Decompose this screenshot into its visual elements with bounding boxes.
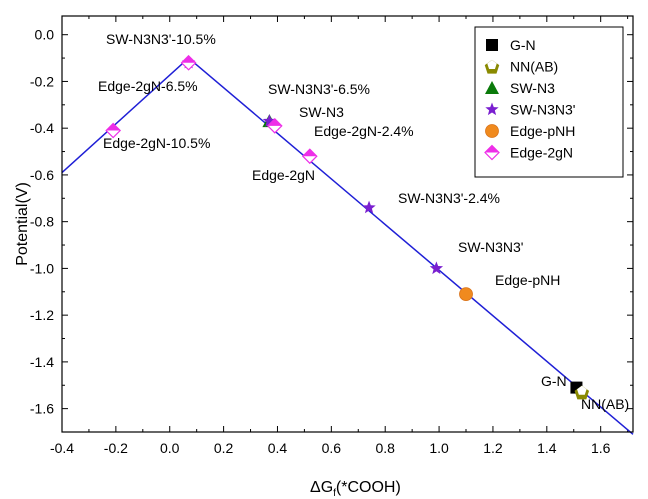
x-tick-label: 1.6 bbox=[591, 440, 611, 456]
annotation-label: G-N bbox=[541, 373, 567, 389]
data-points bbox=[105, 54, 590, 400]
x-tick-label: 0.2 bbox=[214, 440, 234, 456]
legend-label: G-N bbox=[510, 37, 536, 53]
x-axis-title-subscript: f bbox=[333, 488, 336, 499]
x-tick-label: 0.0 bbox=[160, 440, 180, 456]
x-axis-title: ΔGf(*COOH) bbox=[310, 479, 401, 499]
y-axis-title: Potential(V) bbox=[14, 182, 31, 266]
annotation-label: SW-N3N3'-6.5% bbox=[268, 81, 370, 97]
x-tick-label: 1.0 bbox=[429, 440, 449, 456]
point-sw-n3n3 bbox=[429, 261, 444, 275]
pentagon-highlight bbox=[487, 60, 497, 70]
y-tick-label: -1.0 bbox=[30, 260, 54, 276]
legend-label: Edge-pNH bbox=[510, 123, 575, 139]
point-edge-2gn bbox=[301, 148, 318, 165]
diamond-fill bbox=[485, 145, 499, 153]
legend-label: SW-N3 bbox=[510, 80, 555, 96]
x-tick-label: -0.2 bbox=[104, 440, 128, 456]
annotation-label: Edge-2gN bbox=[252, 167, 315, 183]
volcano-line bbox=[61, 57, 190, 174]
legend-label: Edge-2gN bbox=[510, 145, 573, 161]
y-tick-label: -1.4 bbox=[30, 354, 54, 370]
annotation-label: Edge-2gN-2.4% bbox=[314, 123, 414, 139]
x-tick-label: 1.4 bbox=[537, 440, 557, 456]
point-sw-n3n3 bbox=[362, 200, 376, 214]
x-axis-title-rest: (*COOH) bbox=[336, 479, 401, 496]
annotation-label: SW-N3N3'-10.5% bbox=[106, 31, 216, 47]
point-edge-2gn bbox=[105, 122, 122, 139]
x-tick-label: 0.8 bbox=[375, 440, 395, 456]
point-nn-ab bbox=[574, 385, 590, 400]
y-tick-label: -1.6 bbox=[30, 401, 54, 417]
annotation-label: NN(AB) bbox=[581, 396, 629, 412]
legend-marker-diamond bbox=[484, 144, 500, 161]
legend-marker-star bbox=[485, 102, 499, 116]
legend-box bbox=[474, 26, 624, 178]
annotation-label: Edge-2gN-10.5% bbox=[103, 135, 210, 151]
tick-labels: -0.4 -0.2 0.0 0.2 0.4 0.6 0.8 1.0 1.2 1.4 1.6 0.0 -0… bbox=[30, 27, 611, 456]
y-tick-label: -0.8 bbox=[30, 214, 54, 230]
x-axis-title-main: ΔG bbox=[310, 479, 333, 496]
x-tick-label: 0.4 bbox=[268, 440, 288, 456]
legend-label: SW-N3N3' bbox=[510, 102, 575, 118]
volcano-lines bbox=[61, 57, 634, 435]
legend-marker-square bbox=[486, 39, 498, 51]
pentagon-highlight bbox=[577, 385, 587, 395]
point-sw-n3n3 bbox=[262, 114, 277, 127]
annotation-label: SW-N3N3'-2.4% bbox=[398, 190, 500, 206]
y-tick-label: 0.0 bbox=[35, 27, 55, 43]
diamond-fill bbox=[181, 55, 196, 63]
y-tick-label: -0.6 bbox=[30, 167, 54, 183]
x-tick-label: 1.2 bbox=[483, 440, 503, 456]
annotation-label: SW-N3 bbox=[299, 104, 344, 120]
plot-frame bbox=[61, 15, 634, 433]
point-edge-pnh bbox=[459, 287, 473, 302]
diamond-fill bbox=[106, 123, 121, 131]
volcano-line bbox=[188, 57, 634, 435]
diamond-fill bbox=[302, 149, 317, 157]
legend-marker-triangle bbox=[485, 81, 499, 94]
legend-label: NN(AB) bbox=[510, 59, 558, 75]
point-edge-2gn bbox=[266, 117, 283, 134]
tick-marks bbox=[61, 16, 633, 432]
x-tick-label: -0.4 bbox=[50, 440, 74, 456]
annotations: SW-N3N3'-10.5% Edge-2gN-6.5% Edge-2gN-10… bbox=[98, 31, 629, 412]
y-tick-label: -0.2 bbox=[30, 73, 54, 89]
annotation-label: Edge-pNH bbox=[495, 272, 560, 288]
y-tick-label: -1.2 bbox=[30, 307, 54, 323]
legend: G-N NN(AB) SW-N3 SW-N3N3' Edge-pNH Edge-2gN bbox=[474, 26, 624, 178]
y-tick-label: -0.4 bbox=[30, 120, 54, 136]
annotation-label: Edge-2gN-6.5% bbox=[98, 78, 198, 94]
diamond-fill bbox=[267, 118, 282, 126]
x-tick-label: 0.6 bbox=[322, 440, 342, 456]
annotation-label: SW-N3N3' bbox=[458, 239, 523, 255]
legend-marker-circle bbox=[485, 124, 499, 138]
point-edge-2gn bbox=[180, 54, 197, 71]
legend-marker-pentagon bbox=[484, 59, 500, 74]
